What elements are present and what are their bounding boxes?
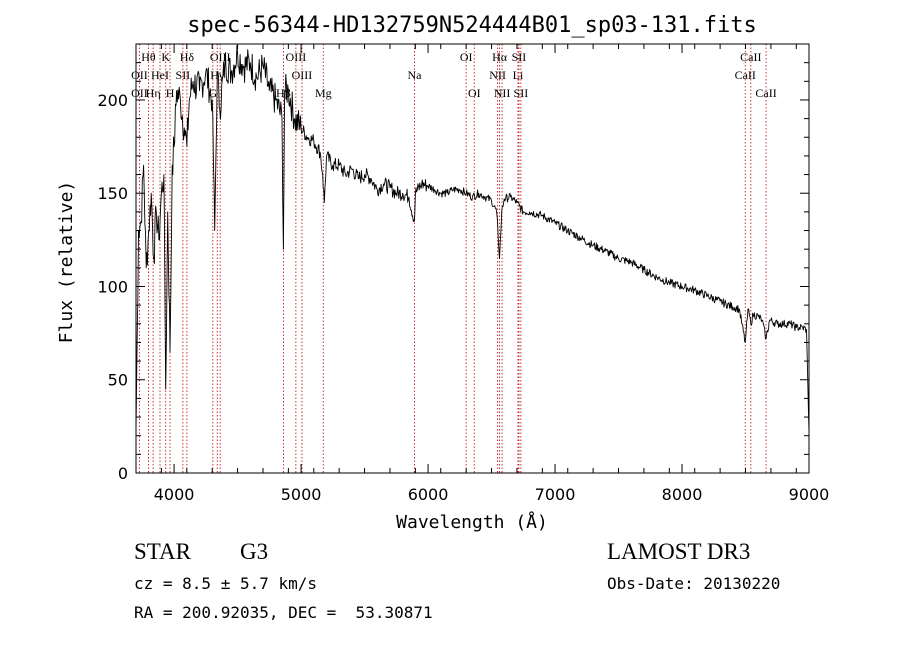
x-tick-label: 6000 [408,485,449,504]
line-label: NII [489,68,506,82]
x-tick-label: 8000 [662,485,703,504]
line-label: H [166,86,175,100]
line-label: OII [131,86,148,100]
redshift-readout: cz = 8.5 ± 5.7 km/s [134,574,318,593]
survey-name: LAMOST DR3 [607,539,751,564]
x-tick-label: 7000 [535,485,576,504]
line-label: OI [460,50,473,64]
line-label: K [161,50,170,64]
line-label: NII [494,86,511,100]
line-label: CaII [735,68,756,82]
y-tick-label: 200 [97,91,128,110]
line-label: Na [407,68,422,82]
line-label: Mg [315,86,332,100]
spectrum-line [136,44,809,433]
y-tick-label: 150 [97,184,128,203]
line-label: Li [513,68,524,82]
line-label: SII [512,50,527,64]
line-label: OIII [210,50,231,64]
line-label: SII [176,68,191,82]
observation-date: Obs-Date: 20130220 [607,574,781,593]
chart-title: spec-56344-HD132759N524444B01_sp03-131.f… [187,13,757,38]
line-label: Hθ [141,50,156,64]
line-label: OIII [292,68,313,82]
line-label: CaII [755,86,776,100]
spectrum-curve-layer [136,44,809,433]
object-subclass: G3 [240,539,269,564]
coordinates-readout: RA = 200.92035, DEC = 53.30871 [134,603,433,622]
line-label: OII [131,68,148,82]
spectral-line-markers [138,44,767,473]
x-tick-label: 5000 [281,485,322,504]
x-tick-label: 4000 [154,485,195,504]
line-label: CaII [740,50,761,64]
line-label: HeI [151,68,169,82]
y-tick-label: 0 [118,464,128,483]
line-label: OIII [286,50,307,64]
object-class: STAR [134,539,191,564]
line-label: G [208,86,217,100]
x-axis-label: Wavelength (Å) [396,511,548,533]
line-label: SII [514,86,529,100]
x-axis: 4000 5000 6000 7000 8000 9000 [135,44,830,504]
y-axis: 0 50 100 150 200 [97,43,809,483]
y-tick-label: 100 [97,277,128,296]
line-label: Hδ [180,50,195,64]
x-tick-label: 9000 [789,485,830,504]
line-label: Hα [492,50,508,64]
line-label: Hη [146,86,161,100]
y-axis-label: Flux (relative) [56,181,77,344]
plot-frame [135,43,810,474]
line-label: OI [468,86,481,100]
y-tick-label: 50 [108,371,128,390]
